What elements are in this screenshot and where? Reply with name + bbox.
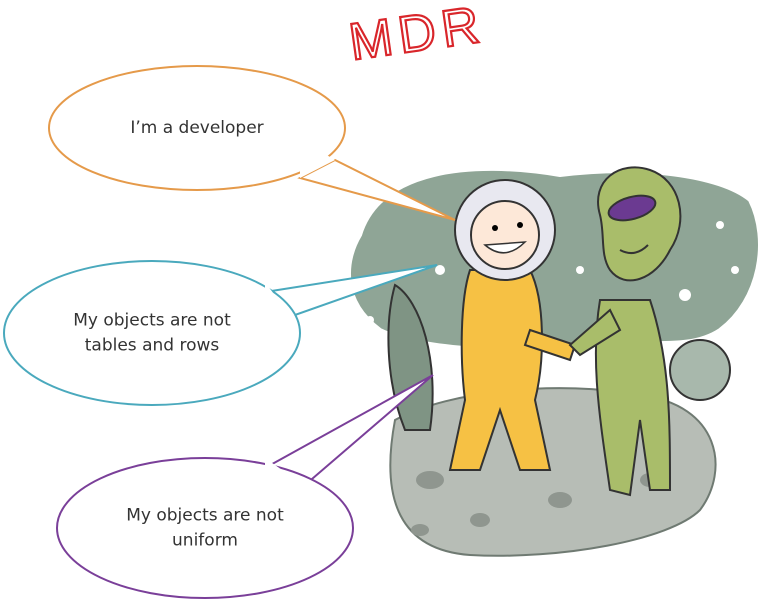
illustration (347, 166, 762, 557)
callout-text: My objects are not (126, 506, 284, 526)
callout-text: uniform (172, 531, 238, 551)
callouts: I’m a developer My objects are not tables … (3, 65, 456, 599)
callout-bubble (56, 457, 354, 599)
callout-bubble (48, 65, 346, 191)
callout-text: My objects are not (73, 311, 231, 331)
callout-text: tables and rows (85, 336, 220, 356)
callout-tail-fill (300, 154, 335, 178)
callout-text: I’m a developer (130, 118, 263, 138)
callout-bubble (3, 260, 301, 406)
handwritten-note: MDR (346, 0, 489, 72)
